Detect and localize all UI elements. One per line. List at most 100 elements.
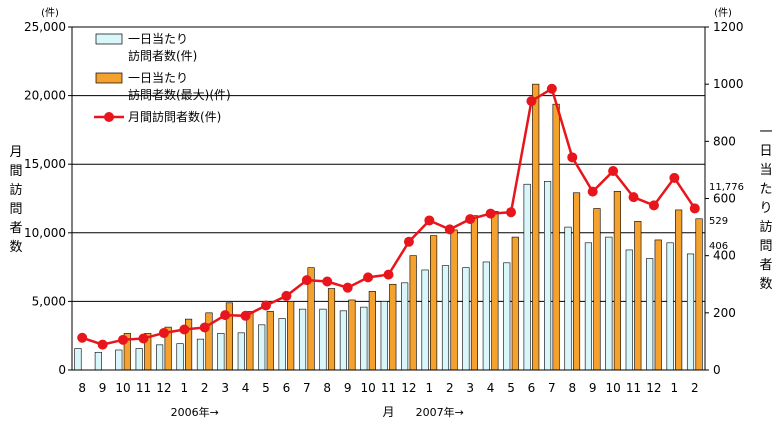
- bar-daily-max-visitors: [675, 209, 683, 371]
- x-tick-label: 2: [201, 381, 209, 395]
- right-tick-label: 1000: [713, 77, 744, 91]
- right-tick-label: 600: [713, 192, 736, 206]
- monthly-visitors-point: [199, 322, 210, 333]
- monthly-visitors-point: [689, 203, 700, 214]
- monthly-visitors-point: [322, 276, 333, 287]
- monthly-visitors-point: [301, 275, 312, 286]
- axis-labels: 2006年→ 2007年→ 月 (件) (件) 月間訪問者数 一日当たり訪問者数 11,776…: [9, 7, 772, 419]
- x-tick-label: 9: [589, 381, 597, 395]
- monthly-visitors-point: [648, 200, 659, 211]
- left-unit-label: (件): [41, 7, 59, 19]
- x-tick-label: 5: [262, 381, 270, 395]
- x-tick-label: 3: [466, 381, 474, 395]
- bar-daily-max-visitors: [470, 215, 479, 371]
- year-marker: 2006年→: [171, 405, 219, 419]
- bar-daily-max-visitors: [532, 83, 540, 371]
- monthly-visitors-point: [363, 272, 374, 283]
- x-tick-label: 8: [568, 381, 576, 395]
- x-tick-label: 7: [303, 381, 311, 395]
- bar-daily-max-visitors: [572, 192, 581, 371]
- x-tick-label: 12: [646, 381, 661, 395]
- left-tick-label: 10,000: [24, 226, 66, 240]
- bar-daily-visitors: [298, 308, 307, 371]
- bar-daily-visitors: [441, 265, 450, 371]
- annotation-label: 406: [709, 241, 728, 252]
- bar-daily-max-visitors: [409, 255, 417, 371]
- bar-daily-max-visitors: [389, 283, 397, 371]
- legend-label-daily-line1: 一日当たり: [128, 32, 188, 46]
- bar-daily-visitors: [666, 242, 674, 371]
- bars-group: [74, 83, 703, 371]
- x-tick-label: 3: [221, 381, 229, 395]
- left-axis-title: 月間訪問者数: [9, 145, 22, 255]
- bar-daily-visitors: [646, 258, 654, 371]
- bar-daily-visitors: [523, 183, 531, 371]
- x-tick-label: 11: [626, 381, 641, 395]
- x-tick-label: 9: [99, 381, 107, 395]
- legend-swatch-daily-max: [95, 72, 123, 84]
- x-tick-label: 10: [605, 381, 620, 395]
- monthly-visitors-point: [669, 172, 680, 183]
- bar-daily-max-visitors: [695, 218, 703, 371]
- monthly-visitors-point: [628, 192, 639, 203]
- bar-daily-visitors: [319, 308, 327, 371]
- x-tick-label: 1: [426, 381, 434, 395]
- monthly-visitors-point: [240, 310, 251, 321]
- monthly-visitors-point: [383, 269, 394, 280]
- x-tick-label: 4: [487, 381, 495, 395]
- legend: 一日当たり訪問者数(件)一日当たり訪問者数(最大)(件)月間訪問者数(件): [94, 32, 231, 124]
- annotation-label: 11,776: [709, 182, 744, 193]
- right-tick-label: 1200: [713, 20, 744, 34]
- right-tick-label: 800: [713, 134, 736, 148]
- monthly-visitors-point: [485, 208, 496, 219]
- axes-group: 0 5,000 10,000 15,000 20,000 25,000 0 200 400 600…: [24, 20, 744, 395]
- bar-daily-visitors: [564, 226, 572, 371]
- x-tick-label: 6: [528, 381, 536, 395]
- x-tick-label: 1: [180, 381, 188, 395]
- bar-daily-visitors: [380, 301, 388, 371]
- bar-daily-max-visitors: [348, 299, 356, 371]
- monthly-visitors-point: [97, 339, 108, 350]
- bar-daily-visitors: [237, 332, 245, 371]
- monthly-visitors-point: [444, 224, 455, 235]
- right-tick-label: 400: [713, 249, 736, 263]
- monthly-visitors-point: [424, 215, 435, 226]
- bar-daily-visitors: [462, 267, 470, 371]
- right-tick-label: 0: [713, 363, 721, 377]
- bar-daily-visitors: [94, 351, 102, 371]
- bar-daily-visitors: [156, 344, 164, 371]
- bar-daily-max-visitors: [287, 301, 295, 371]
- x-tick-label: 2: [691, 381, 699, 395]
- legend-label-monthly: 月間訪問者数(件): [128, 109, 221, 124]
- monthly-visitors-point: [567, 152, 578, 163]
- x-tick-label: 1: [671, 381, 679, 395]
- bar-daily-max-visitors: [368, 291, 376, 371]
- left-tick-label: 15,000: [24, 157, 66, 171]
- monthly-visitors-point: [260, 300, 271, 311]
- x-tick-label: 11: [381, 381, 396, 395]
- monthly-visitors-point: [526, 96, 537, 107]
- bar-daily-visitors: [278, 318, 286, 371]
- legend-swatch-daily: [95, 33, 123, 45]
- bar-daily-visitors: [339, 310, 347, 371]
- bar-daily-max-visitors: [511, 236, 519, 371]
- x-tick-label: 7: [548, 381, 556, 395]
- monthly-visitors-point: [587, 186, 598, 197]
- bar-daily-max-visitors: [491, 211, 499, 371]
- bar-daily-max-visitors: [266, 311, 274, 371]
- bar-daily-max-visitors: [450, 229, 458, 371]
- legend-label-daily-max-line2: 訪問者数(最大)(件): [128, 87, 231, 102]
- bar-daily-visitors: [584, 242, 592, 371]
- bar-daily-visitors: [258, 324, 266, 371]
- monthly-visitors-point: [546, 83, 557, 94]
- bar-daily-visitors: [135, 348, 143, 371]
- x-tick-label: 12: [156, 381, 171, 395]
- bar-daily-max-visitors: [613, 191, 621, 371]
- bar-daily-visitors: [217, 333, 225, 371]
- x-tick-label: 8: [78, 381, 86, 395]
- left-tick-label: 20,000: [24, 89, 66, 103]
- legend-label-daily-max-line1: 一日当たり: [128, 71, 188, 85]
- monthly-visitors-point: [138, 333, 149, 344]
- bar-daily-max-visitors: [552, 103, 560, 371]
